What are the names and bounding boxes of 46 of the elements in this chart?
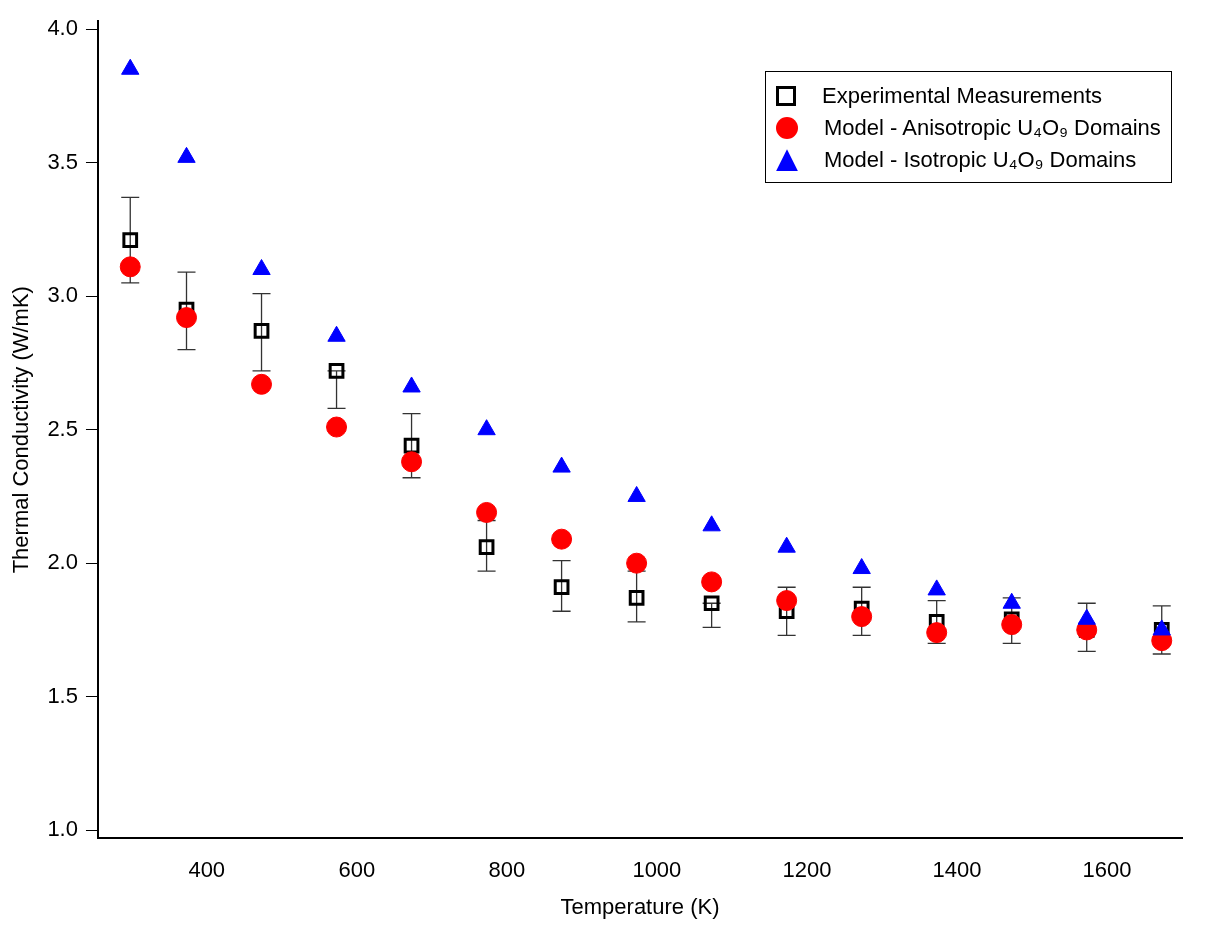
point [251,373,273,395]
legend-label: Model - Isotropic U₄O₉ Domains [824,147,1137,174]
legend-label: Model - Anisotropic U₄O₉ Domains [824,115,1161,142]
point [703,595,720,612]
point [851,606,873,628]
point [401,451,423,473]
point [402,376,421,393]
y-tick-label: 2.5 [47,415,78,441]
y-tick-label: 2.0 [47,549,78,575]
point [701,571,723,593]
y-tick-label: 4.0 [47,15,78,41]
point [478,539,495,556]
point [119,256,141,278]
x-tick-label: 600 [338,857,376,883]
point [327,325,346,342]
x-tick-label: 1600 [1082,857,1132,883]
point [926,622,948,644]
y-tick-label: 1.0 [47,816,78,842]
point [328,363,345,379]
x-tick-label: 800 [488,857,526,883]
x-tick-label: 1400 [932,857,982,883]
point [177,146,196,163]
x-tick-label: 1000 [632,857,682,883]
point [626,552,648,574]
point [553,579,570,596]
point [253,323,270,339]
point [551,528,573,550]
point [1001,614,1023,636]
point [326,416,348,438]
y-axis-title: Thermal Conductivity (W/mK) [8,286,34,574]
legend-label: Experimental Measurements [822,83,1103,110]
point [776,590,798,612]
point [121,58,140,75]
x-tick-label: 400 [188,857,226,883]
x-tick-label: 1200 [782,857,832,883]
point [477,419,496,436]
y-tick-label: 3.5 [47,148,78,174]
y-tick-label: 1.5 [47,682,78,708]
point [476,501,498,523]
y-tick-label: 3.0 [47,282,78,308]
point [122,232,139,248]
point [252,259,271,275]
point [403,437,420,454]
point [628,590,645,606]
x-axis-title: Temperature (K) [560,893,720,919]
point [176,307,198,329]
